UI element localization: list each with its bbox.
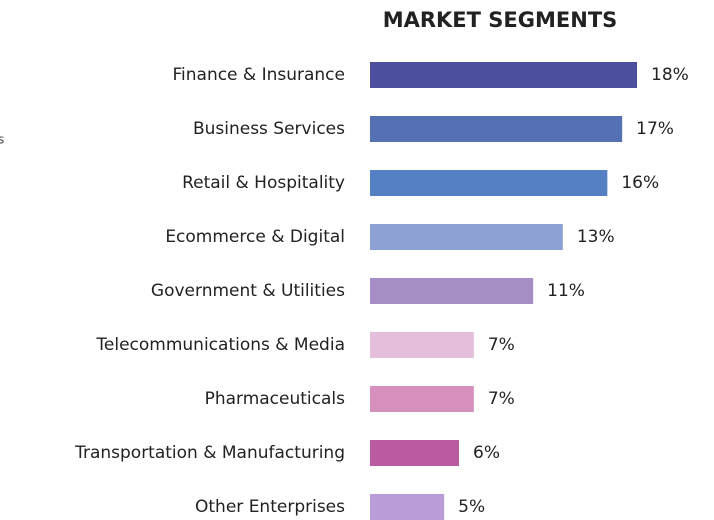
value-label: 16%: [621, 173, 659, 193]
category-label: Ecommerce & Digital: [165, 227, 345, 247]
value-label: 11%: [547, 281, 585, 301]
category-label: Pharmaceuticals: [205, 389, 346, 409]
bar: [370, 332, 474, 358]
value-label: 7%: [488, 335, 515, 355]
cut-off-text: s: [0, 133, 4, 147]
value-label: 6%: [473, 443, 500, 463]
bar: [370, 224, 563, 250]
category-label: Finance & Insurance: [172, 65, 345, 85]
bar: [370, 494, 445, 520]
value-label: 7%: [488, 389, 515, 409]
category-label: Telecommunications & Media: [95, 335, 345, 355]
chart-title: MARKET SEGMENTS: [383, 8, 618, 32]
bar: [370, 62, 637, 88]
bar: [370, 116, 623, 142]
category-label: Transportation & Manufacturing: [74, 443, 345, 463]
category-label: Business Services: [193, 119, 345, 139]
value-label: 13%: [577, 227, 615, 247]
bar: [370, 278, 534, 304]
bar: [370, 440, 459, 466]
value-label: 18%: [651, 65, 689, 85]
bar: [370, 170, 608, 196]
bar: [370, 386, 474, 412]
value-label: 5%: [458, 497, 485, 517]
value-label: 17%: [636, 119, 674, 139]
category-label: Retail & Hospitality: [182, 173, 345, 193]
category-label: Other Enterprises: [195, 497, 345, 517]
category-label: Government & Utilities: [151, 281, 345, 301]
